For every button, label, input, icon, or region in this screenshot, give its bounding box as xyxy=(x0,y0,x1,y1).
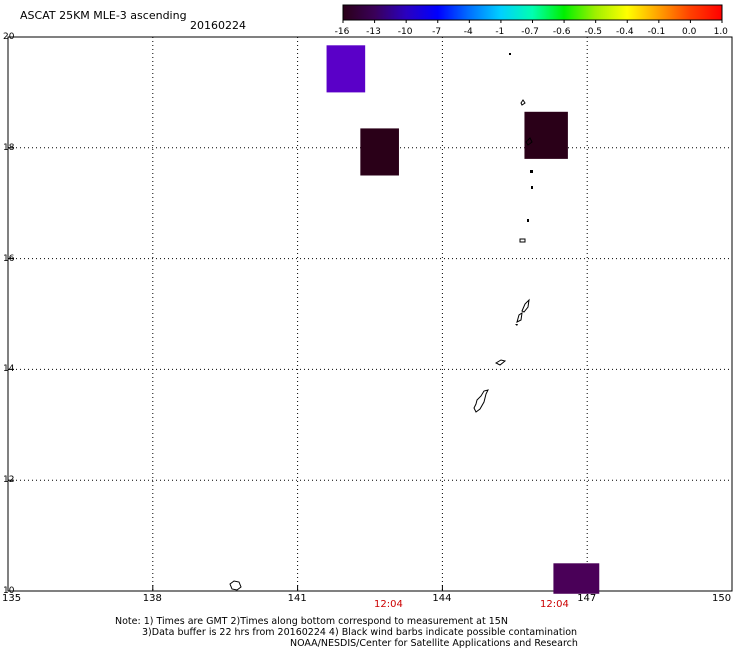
note-line-1: Note: 1) Times are GMT 2)Times along bot… xyxy=(115,616,508,627)
island-tinian xyxy=(516,311,523,323)
lon-label: 135 xyxy=(2,593,22,604)
island-sarigan xyxy=(527,219,529,222)
island-aguijan xyxy=(515,324,518,326)
colorbar-label: -0.7 xyxy=(521,27,539,37)
coastlines xyxy=(229,53,533,591)
map-frame xyxy=(7,36,733,592)
lat-label: 14 xyxy=(3,364,15,375)
note-line-2: 3)Data buffer is 22 hrs from 20160224 4)… xyxy=(142,627,578,638)
colorbar-label: -4 xyxy=(463,27,473,37)
island-rota xyxy=(494,359,507,366)
island-agrihan xyxy=(520,99,526,106)
time-label-1: 12:04 xyxy=(374,599,403,610)
colorbar-label: -16 xyxy=(334,27,350,37)
lon-label: 150 xyxy=(712,593,732,604)
lon-label: 144 xyxy=(432,593,452,604)
colorbar-label: -1 xyxy=(495,27,505,37)
map-date: 20160224 xyxy=(190,19,246,32)
lon-label: 138 xyxy=(142,593,162,604)
island-pagan xyxy=(525,137,533,146)
lat-label: 16 xyxy=(3,253,15,264)
colorbar-label: -0.5 xyxy=(584,27,603,37)
note-line-3: NOAA/NESDIS/Center for Satellite Applica… xyxy=(290,638,578,649)
lat-label: 18 xyxy=(3,142,15,153)
colorbar-label: -13 xyxy=(366,27,381,37)
lon-label: 147 xyxy=(577,593,597,604)
colorbar-label: -0.6 xyxy=(552,27,571,37)
map-title: ASCAT 25KM MLE-3 ascending xyxy=(20,9,187,22)
colorbar-label: -10 xyxy=(397,27,413,37)
island-alamagan xyxy=(530,170,533,173)
lon-label: 141 xyxy=(287,593,307,604)
wind-cell-3 xyxy=(553,563,600,594)
island-uracas xyxy=(509,53,511,55)
wind-cells xyxy=(326,45,600,594)
map-grid xyxy=(7,36,733,592)
wind-cell-1 xyxy=(360,128,399,176)
island-anatahan xyxy=(519,238,526,243)
colorbar xyxy=(342,4,723,23)
lat-label: 20 xyxy=(3,32,15,42)
island-saipan xyxy=(521,298,530,313)
colorbar-label: -0.1 xyxy=(647,27,666,37)
island-guguan xyxy=(531,186,533,189)
wind-cell-0 xyxy=(326,45,366,93)
wind-cell-2 xyxy=(524,111,568,159)
island-west xyxy=(229,580,242,591)
lat-label: 10 xyxy=(3,586,15,596)
colorbar-label: -0.4 xyxy=(616,27,634,37)
time-label-2: 12:04 xyxy=(540,599,569,610)
colorbar-ramp xyxy=(342,4,723,21)
colorbar-label: 0.0 xyxy=(682,27,697,37)
map-border xyxy=(7,36,733,592)
colorbar-label: 1.0 xyxy=(713,27,728,37)
lat-label: 12 xyxy=(3,475,15,486)
island-guam xyxy=(473,389,489,413)
colorbar-label: -7 xyxy=(432,27,442,37)
